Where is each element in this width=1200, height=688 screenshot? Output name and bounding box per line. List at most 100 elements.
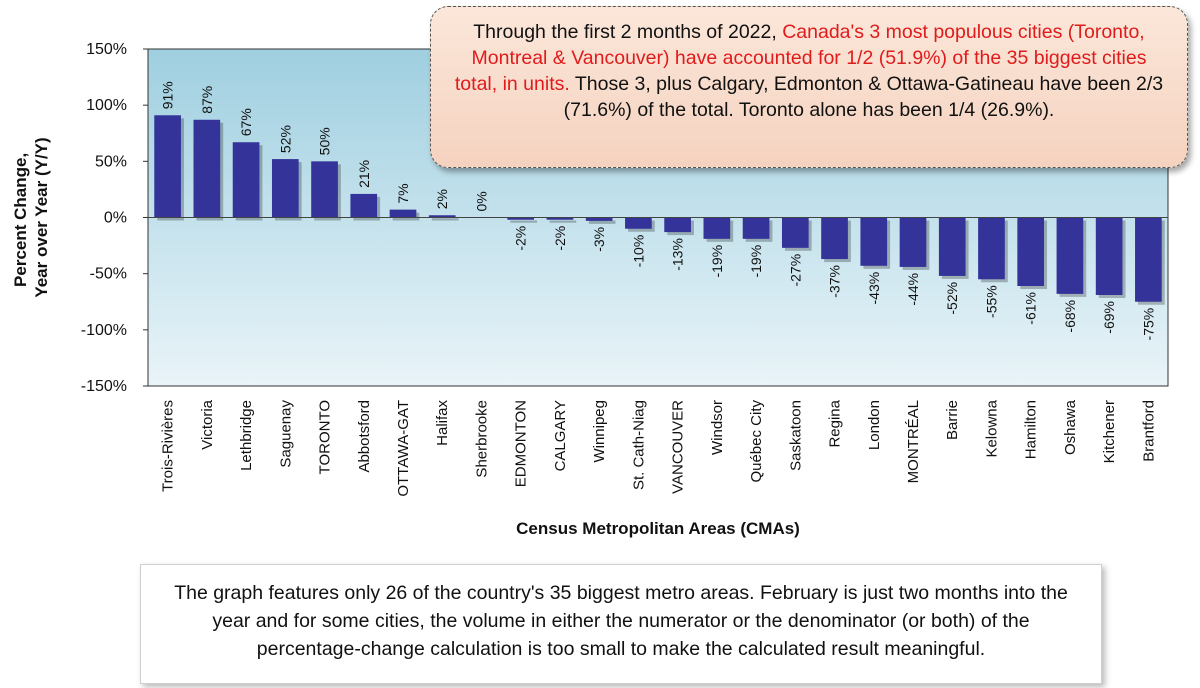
x-tick-label: Windsor: [709, 400, 726, 455]
bar: [742, 217, 770, 239]
x-tick-label: St. Cath-Niag: [630, 400, 647, 490]
data-label: 0%: [473, 191, 489, 211]
footnote-text: The graph features only 26 of the countr…: [174, 582, 1068, 660]
bar: [1095, 217, 1123, 296]
y-tick-label: -50%: [90, 266, 127, 283]
bar-shadow: [510, 220, 538, 223]
data-label: 21%: [356, 160, 372, 188]
data-label: 67%: [238, 108, 254, 136]
x-tick-label: Sherbrooke: [473, 400, 490, 478]
bar: [664, 217, 691, 233]
data-label: -52%: [944, 282, 960, 315]
y-tick-label: -150%: [81, 378, 127, 395]
x-tick-label: MONTRÉAL: [905, 400, 922, 483]
bar: [860, 217, 888, 266]
data-label: -44%: [905, 273, 921, 306]
data-label: 7%: [395, 183, 411, 203]
bar: [625, 217, 652, 229]
y-axis-ticks: 150% 100% 50% 0% -50% -100% -150%: [81, 41, 148, 395]
x-tick-label: CALGARY: [552, 400, 569, 471]
bars-group: [154, 115, 1165, 305]
callout-text-highlight: Canada's 3 most populous cities (Toronto…: [454, 21, 1147, 95]
x-axis-title: Census Metropolitan Areas (CMAs): [516, 519, 800, 538]
bar: [154, 115, 181, 218]
bar: [1017, 217, 1045, 287]
x-tick-label: Regina: [827, 399, 844, 447]
bar: [389, 209, 417, 218]
data-label: -10%: [630, 235, 646, 268]
data-label: -55%: [983, 285, 999, 318]
data-label: 52%: [277, 125, 293, 153]
callout-text-rest: Those 3, plus Calgary, Edmonton & Ottawa…: [563, 73, 1164, 121]
x-tick-label: Lethbridge: [238, 400, 255, 471]
bar: [703, 217, 731, 239]
bar: [193, 119, 221, 218]
data-label: -43%: [866, 272, 882, 305]
bar: [232, 142, 260, 218]
y-axis-title-line-2: Year over Year (Y/Y): [32, 137, 51, 297]
data-label: -68%: [1062, 300, 1078, 333]
data-label: 2%: [434, 189, 450, 209]
y-tick-label: 0%: [104, 210, 127, 227]
bar: [899, 217, 927, 267]
bar: [507, 217, 535, 220]
x-tick-label: Abbotsford: [356, 400, 373, 473]
y-axis-title: Percent Change, Year over Year (Y/Y): [11, 137, 51, 297]
data-label: -2%: [552, 226, 568, 251]
bar: [1056, 217, 1084, 294]
x-tick-label: Barrie: [944, 400, 961, 440]
data-label: -27%: [787, 254, 803, 287]
y-tick-label: 150%: [86, 41, 127, 58]
data-labels: 91% 87% 67% 52% 50% 21% 7% 2% 0% -2% -2% -3% -10% -13…: [160, 81, 1157, 340]
x-tick-label: Halifax: [434, 400, 451, 446]
data-label: -19%: [748, 245, 764, 278]
data-label: 50%: [317, 127, 333, 155]
y-tick-label: -100%: [81, 322, 127, 339]
x-tick-label: TORONTO: [317, 400, 334, 474]
bar: [428, 215, 456, 218]
bar-shadow: [588, 220, 616, 224]
bar: [311, 161, 338, 218]
bar-shadow: [431, 218, 459, 221]
data-label: -37%: [827, 265, 843, 298]
y-axis-title-line-1: Percent Change,: [11, 153, 30, 287]
data-label: 87%: [199, 86, 215, 114]
x-tick-label: Saguenay: [277, 400, 294, 468]
bar: [938, 217, 966, 276]
x-tick-label: Kelowna: [983, 399, 1000, 457]
data-label: -13%: [670, 238, 686, 271]
data-label: -3%: [591, 227, 607, 252]
bar: [585, 217, 613, 221]
x-tick-label: OTTAWA-GAT: [395, 400, 412, 497]
bar: [821, 217, 848, 260]
data-label: 91%: [160, 81, 176, 109]
y-tick-label: 50%: [95, 153, 127, 170]
x-tick-label: Trois-Rivières: [160, 400, 177, 492]
data-label: -75%: [1140, 308, 1156, 341]
data-label: -69%: [1101, 301, 1117, 334]
x-tick-label: Saskatoon: [787, 400, 804, 471]
footnote-box: The graph features only 26 of the countr…: [140, 564, 1102, 684]
x-axis-ticks: Trois-Rivières Victoria Lethbridge Saguenay…: [160, 399, 1158, 496]
bar: [546, 217, 574, 220]
bar: [781, 217, 809, 248]
x-tick-label: Québec City: [748, 400, 765, 483]
x-tick-label: Hamilton: [1023, 400, 1040, 459]
x-tick-label: EDMONTON: [513, 400, 530, 487]
bar: [1135, 217, 1162, 302]
data-label: -19%: [709, 245, 725, 278]
x-tick-label: Kitchener: [1101, 400, 1118, 463]
y-tick-label: 100%: [86, 97, 127, 114]
bar-shadow: [549, 220, 577, 223]
data-label: -2%: [513, 226, 529, 251]
callout-box: Through the first 2 months of 2022, Cana…: [430, 6, 1188, 168]
x-tick-label: Victoria: [199, 399, 216, 449]
x-tick-label: London: [866, 400, 883, 450]
bar: [271, 159, 299, 218]
x-tick-label: VANCOUVER: [670, 400, 687, 494]
x-tick-label: Oshawa: [1062, 399, 1079, 455]
bar: [350, 193, 378, 218]
data-label: -61%: [1023, 292, 1039, 325]
bar: [978, 217, 1005, 280]
callout-text-intro: Through the first 2 months of 2022,: [473, 21, 783, 43]
